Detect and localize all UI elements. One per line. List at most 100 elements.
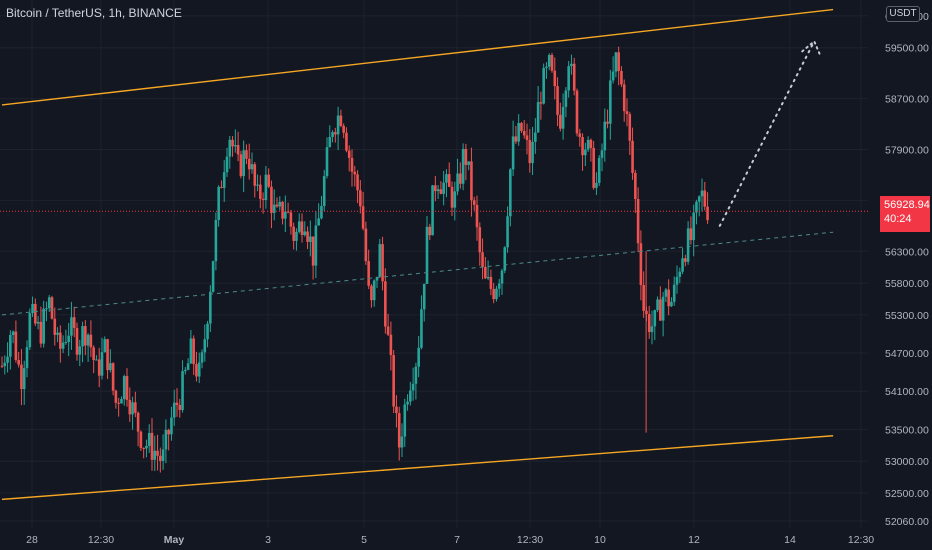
candle-body bbox=[647, 313, 651, 333]
candle-body bbox=[11, 331, 15, 335]
candle-body bbox=[584, 149, 587, 156]
candle-body bbox=[384, 281, 387, 327]
candle-body bbox=[703, 190, 707, 207]
candle-body bbox=[428, 226, 432, 236]
candle-body bbox=[422, 283, 426, 310]
candle-body bbox=[347, 150, 351, 158]
candle-body bbox=[161, 449, 165, 461]
candle-body bbox=[503, 247, 507, 271]
candle-body bbox=[267, 174, 270, 187]
y-tick-label: 54100.00 bbox=[885, 386, 929, 398]
candle-body bbox=[420, 309, 423, 348]
projection-arrow[interactable] bbox=[718, 40, 816, 227]
candle-body bbox=[250, 164, 254, 170]
candle-body bbox=[134, 402, 137, 413]
candle-body bbox=[542, 67, 545, 104]
channel-upper-line[interactable] bbox=[1, 8, 834, 106]
candle-body bbox=[614, 52, 618, 72]
candle-body bbox=[595, 182, 598, 188]
candle-body bbox=[42, 308, 45, 344]
candle-body bbox=[392, 355, 395, 407]
y-tick-label: 55300.00 bbox=[885, 310, 929, 322]
candle-body bbox=[156, 450, 159, 456]
projection-arrow-head bbox=[801, 39, 822, 57]
candle-body bbox=[222, 172, 226, 188]
candle-body bbox=[486, 276, 490, 279]
candle-body bbox=[425, 226, 429, 284]
x-tick-label: 12:30 bbox=[88, 534, 114, 546]
candle-body bbox=[264, 174, 268, 201]
candle-body bbox=[481, 252, 484, 267]
candle-body bbox=[172, 402, 176, 418]
x-tick-label: 3 bbox=[265, 534, 271, 546]
candle-body bbox=[136, 412, 140, 432]
candle-body bbox=[395, 406, 398, 414]
candle-body bbox=[111, 363, 115, 391]
candle-body bbox=[34, 303, 37, 324]
candle-body bbox=[642, 284, 645, 311]
candle-body bbox=[578, 133, 582, 138]
candle-body bbox=[675, 276, 679, 285]
candle-body bbox=[631, 140, 634, 173]
candle-body bbox=[17, 359, 20, 365]
x-tick-label: 28 bbox=[26, 534, 38, 546]
candle-body bbox=[28, 313, 32, 348]
candle-body bbox=[464, 149, 468, 165]
candle-body bbox=[625, 111, 629, 115]
candle-body bbox=[122, 376, 126, 400]
candle-body bbox=[681, 258, 684, 272]
candle-body bbox=[50, 297, 54, 319]
candle-body bbox=[242, 150, 245, 177]
candle-body bbox=[359, 190, 362, 207]
y-tick-label: 54700.00 bbox=[885, 348, 929, 360]
candle-body bbox=[247, 158, 251, 170]
candle-body bbox=[536, 102, 540, 133]
candle-body bbox=[386, 326, 390, 335]
candle-body bbox=[411, 383, 415, 391]
candle-body bbox=[31, 303, 34, 314]
price-axis[interactable]: 60000.0059500.0058700.0057900.0057100.00… bbox=[885, 11, 929, 528]
candle-body bbox=[617, 52, 620, 71]
candle-body bbox=[234, 145, 237, 147]
candle-body bbox=[603, 121, 607, 151]
candle-body bbox=[572, 63, 576, 91]
candle-body bbox=[309, 236, 312, 242]
currency-badge[interactable]: USDT bbox=[886, 6, 920, 22]
candle-body bbox=[450, 186, 454, 208]
candle-body bbox=[634, 172, 637, 200]
candle-body bbox=[547, 54, 551, 67]
y-tick-label: 57900.00 bbox=[885, 144, 929, 156]
candle-body bbox=[539, 102, 543, 104]
candle-body bbox=[81, 326, 84, 347]
candle-body bbox=[275, 204, 279, 207]
candle-body bbox=[253, 164, 257, 186]
candle-body bbox=[211, 261, 215, 292]
time-axis[interactable]: 28 12:30 May 3 5 7 12:30 10 12 14 12:30 bbox=[26, 534, 874, 546]
candle-body bbox=[14, 331, 18, 360]
bar-countdown: 40:24 bbox=[884, 213, 912, 225]
candle-body bbox=[84, 326, 87, 346]
candle-body bbox=[328, 136, 332, 148]
candle-body bbox=[534, 132, 537, 142]
candle-body bbox=[700, 190, 704, 197]
candle-body bbox=[531, 141, 534, 164]
candle-body bbox=[570, 63, 573, 67]
candle-body bbox=[259, 184, 262, 199]
candle-body bbox=[59, 332, 62, 349]
channel-lower-line[interactable] bbox=[1, 435, 834, 501]
candle-body bbox=[372, 280, 376, 301]
last-price-value: 56928.94 bbox=[884, 199, 930, 211]
candle-body bbox=[189, 338, 193, 364]
candle-body bbox=[628, 114, 632, 141]
candle-body bbox=[403, 404, 407, 437]
candle-body bbox=[511, 136, 515, 170]
candle-body bbox=[550, 54, 554, 71]
candle-body bbox=[564, 90, 568, 107]
candle-body bbox=[286, 211, 290, 213]
y-tick-label: 55800.00 bbox=[885, 278, 929, 290]
candle-body bbox=[300, 221, 304, 235]
candle-body bbox=[322, 176, 326, 207]
candle-body bbox=[100, 352, 104, 376]
channel-mid-line[interactable] bbox=[1, 231, 834, 316]
